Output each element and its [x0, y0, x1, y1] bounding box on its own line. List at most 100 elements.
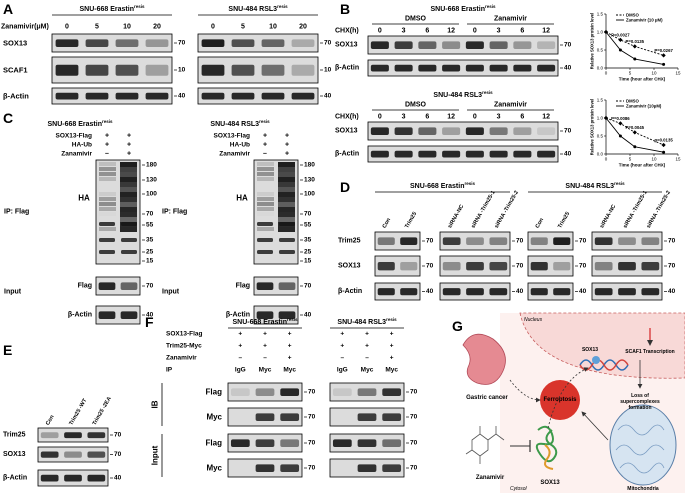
- band: [466, 262, 484, 271]
- smear: [278, 202, 295, 207]
- smear: [257, 197, 274, 201]
- smear: [120, 182, 137, 187]
- band: [530, 288, 548, 296]
- y-tick-label: 1.0: [597, 30, 604, 35]
- mw-label: 55: [146, 222, 154, 229]
- band: [87, 474, 106, 482]
- smear: [257, 177, 274, 181]
- smear: [99, 177, 116, 181]
- process-label: Ferroptosis: [543, 397, 577, 403]
- band: [121, 222, 137, 226]
- organelle-label: Mitochondria: [627, 486, 659, 492]
- blot-box: [253, 276, 299, 296]
- mw-label: 40: [668, 288, 676, 295]
- y-tick-label: 1.5: [597, 12, 604, 17]
- lane-label: 3: [402, 28, 406, 35]
- smear: [278, 197, 295, 202]
- smear: [99, 217, 116, 221]
- band: [99, 250, 115, 254]
- band: [278, 282, 296, 290]
- condition-value: +: [288, 343, 292, 350]
- legend-label: Zanamivir (10 μM): [626, 18, 663, 23]
- sox13-protein: [544, 444, 554, 470]
- mw-label: 70: [579, 263, 587, 270]
- band: [377, 262, 395, 271]
- smear: [120, 167, 137, 172]
- condition-label: SOX13-Flag: [214, 133, 251, 140]
- condition-value: +: [105, 133, 109, 140]
- process-label: supercomplexes: [620, 399, 660, 405]
- smear: [257, 192, 274, 196]
- band: [55, 39, 79, 47]
- band: [332, 439, 352, 447]
- band: [618, 288, 636, 296]
- band: [40, 432, 59, 439]
- band: [291, 64, 315, 76]
- condition-value: +: [340, 343, 344, 350]
- smear: [278, 177, 295, 182]
- y-tick-label: 0.0: [597, 66, 604, 71]
- y-tick-label: 0.5: [597, 134, 604, 139]
- band: [418, 64, 437, 72]
- mw-label: 70: [426, 263, 434, 270]
- band: [64, 474, 82, 482]
- condition-value: IgG: [235, 367, 246, 374]
- mw-label: 70: [178, 40, 186, 47]
- p-value: P=0.0086: [611, 116, 630, 121]
- mw-label: 70: [579, 238, 587, 245]
- band: [87, 451, 106, 458]
- protein-label: SOX13: [540, 480, 560, 486]
- condition-value: IgG: [337, 367, 348, 374]
- band: [553, 288, 571, 296]
- protein-label: β-Actin: [335, 151, 359, 158]
- smear: [99, 167, 116, 171]
- mw-label: 70: [324, 40, 332, 47]
- band: [115, 64, 139, 76]
- panel-label: F: [145, 314, 154, 330]
- data-point: [632, 130, 637, 135]
- mw-label: 40: [178, 93, 186, 100]
- band: [400, 262, 418, 271]
- stomach: [462, 333, 506, 385]
- y-tick-label: 1.0: [597, 116, 604, 121]
- band: [332, 388, 352, 396]
- compartment-label: Nucleus: [524, 317, 543, 323]
- blot-box: [367, 35, 559, 55]
- panel-label: G: [452, 318, 463, 334]
- panel-label: D: [340, 179, 350, 195]
- condition-value: +: [263, 331, 267, 338]
- p-value: P=0.0027: [611, 32, 630, 37]
- protein-label: Flag: [78, 283, 92, 290]
- smear: [120, 207, 137, 212]
- blot-title: SNU-668 Erastinresis: [431, 4, 496, 13]
- band: [537, 41, 556, 49]
- band: [261, 39, 285, 47]
- band: [553, 262, 571, 271]
- mw-label: 10: [178, 67, 186, 74]
- protein-label: β-Actin: [3, 475, 27, 482]
- compartment-label: Cytosol: [510, 486, 528, 492]
- mw-label: 70: [308, 440, 316, 447]
- band: [442, 150, 461, 158]
- mw-label: 130: [304, 177, 315, 184]
- band: [278, 311, 296, 319]
- mw-label: 35: [146, 237, 154, 244]
- mw-label: 70: [410, 414, 418, 421]
- band: [201, 39, 225, 47]
- lane-label: 6: [520, 28, 524, 35]
- lane-label: 12: [542, 28, 550, 35]
- blot-box: [374, 255, 421, 277]
- process-label: formation: [628, 405, 651, 411]
- arrow: [581, 411, 609, 441]
- mw-label: 100: [146, 191, 157, 198]
- band: [377, 288, 395, 296]
- smear: [99, 202, 116, 206]
- smear: [278, 172, 295, 177]
- superscript: resis: [102, 119, 113, 124]
- lane-label: 12: [447, 114, 455, 121]
- band: [466, 237, 484, 245]
- smear: [99, 207, 116, 211]
- blot-title: SNU-668 Erastinresis: [80, 4, 145, 13]
- data-point: [662, 150, 666, 154]
